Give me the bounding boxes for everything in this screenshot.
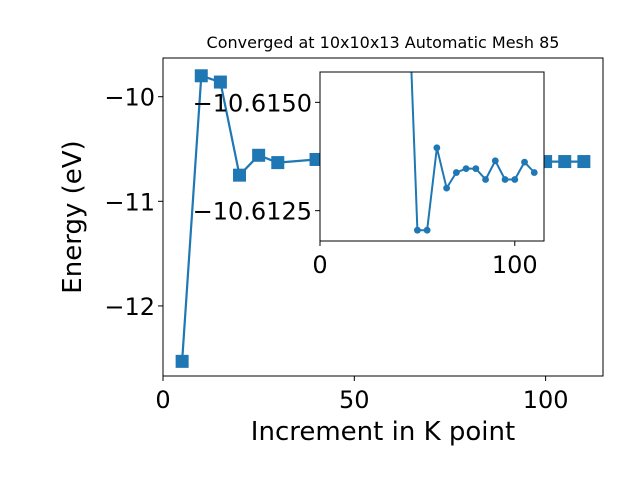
inset-background: [320, 72, 544, 241]
inset-data-point: [511, 176, 519, 183]
y-axis-label: Energy (eV): [58, 140, 88, 293]
inset-data-point: [491, 157, 499, 165]
inset-frame: [319, 71, 545, 242]
main-plot-frame: [162, 57, 604, 377]
inset-axis-ticks: 0 100 −10.6150 −10.6125: [193, 89, 538, 279]
main-data-point: [252, 148, 266, 162]
main-data-point: [577, 155, 591, 169]
inset-series-group: [410, 72, 538, 234]
inset-data-point: [482, 176, 489, 183]
y-tick-label: −11: [104, 188, 155, 216]
main-data-point: [309, 152, 323, 166]
x-tick-label: 100: [523, 386, 569, 414]
y-tick-label: −12: [104, 293, 155, 321]
main-data-point: [194, 69, 208, 83]
inset-data-point: [452, 169, 460, 176]
inset-data-point: [433, 144, 441, 152]
inset-plot-area: [410, 72, 538, 234]
inset-data-point: [501, 176, 509, 183]
x-tick-label: 50: [339, 386, 370, 414]
inset-x-tick-label: 0: [312, 251, 327, 279]
inset-data-point: [462, 165, 470, 173]
main-plot-area: [175, 69, 591, 368]
main-data-point: [271, 156, 285, 170]
chart-title: Converged at 10x10x13 Automatic Mesh 85: [207, 33, 560, 52]
main-axis-ticks: 0 50 100 −10 −11 −12: [104, 84, 568, 414]
x-axis-label: Increment in K point: [251, 417, 515, 447]
inset-data-point: [443, 184, 451, 192]
inset-y-tick-label: −10.6150: [193, 89, 312, 117]
inset-data-point: [521, 158, 528, 166]
main-data-point: [233, 168, 247, 182]
inset-y-tick-label: −10.6125: [193, 198, 312, 226]
main-data-point: [558, 155, 572, 169]
inset-data-point: [423, 226, 431, 234]
inset-data-point: [530, 169, 538, 176]
inset-data-point: [472, 165, 480, 173]
x-tick-label: 0: [155, 386, 170, 414]
y-tick-label: −10: [104, 84, 155, 112]
main-data-point: [213, 75, 227, 89]
inset-data-point: [413, 226, 421, 234]
main-series-line: [181, 74, 584, 362]
inset-x-tick-label: 100: [492, 251, 538, 279]
main-data-point: [175, 354, 189, 368]
